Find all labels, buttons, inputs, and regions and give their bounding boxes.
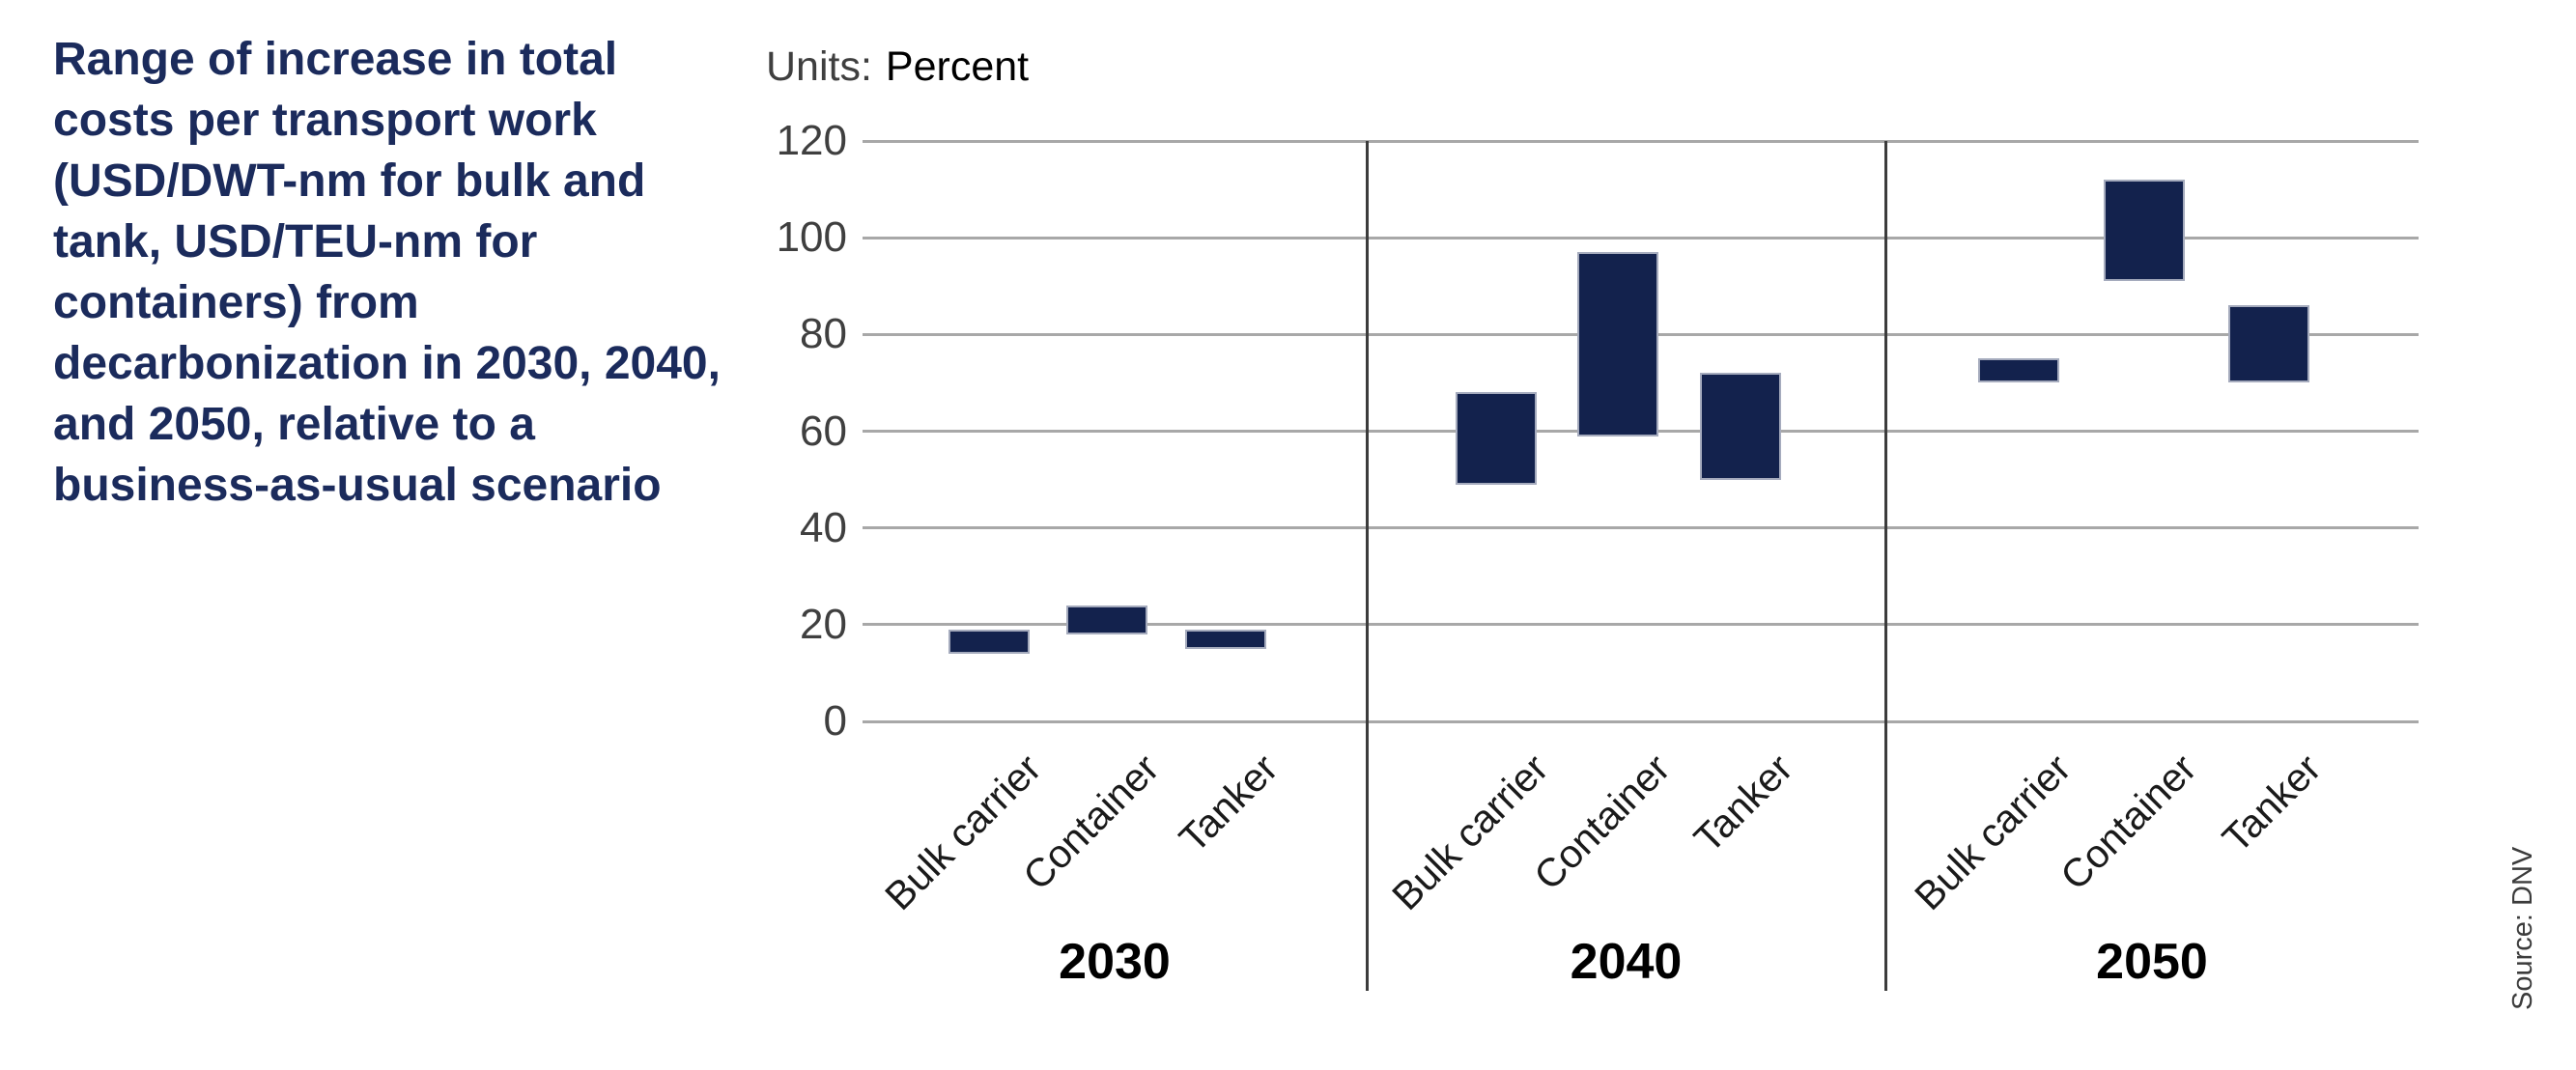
y-axis-tick-label: 60 <box>800 407 847 455</box>
range-bar-2030-tanker <box>1184 629 1266 649</box>
panel-separator <box>1365 141 1369 991</box>
group-label-2040: 2040 <box>1570 934 1683 990</box>
y-axis-tick-label: 120 <box>776 117 847 164</box>
gridline <box>863 236 2419 239</box>
chart-title: Range of increase in total costs per tra… <box>53 34 721 511</box>
units-line: Units: Percent <box>766 42 1029 91</box>
source-credit: Source: DNV <box>2507 846 2538 1010</box>
range-bar-2040-container <box>1577 252 1659 436</box>
gridline <box>863 139 2419 143</box>
units-label: Units: <box>766 43 872 90</box>
range-bar-2050-container <box>2103 180 2185 282</box>
range-bar-2040-bulk-carrier <box>1456 392 1538 485</box>
range-bar-2030-container <box>1066 605 1148 634</box>
group-label-2050: 2050 <box>2096 934 2208 990</box>
units-value: Percent <box>885 43 1030 90</box>
gridline <box>863 623 2419 627</box>
panel-separator <box>1883 141 1887 991</box>
range-bar-2040-tanker <box>1699 373 1781 480</box>
y-axis-tick-label: 40 <box>800 503 847 551</box>
y-axis-tick-label: 80 <box>800 310 847 358</box>
range-bar-2050-bulk-carrier <box>1978 358 2059 383</box>
group-label-2030: 2030 <box>1059 934 1171 990</box>
y-axis-tick-label: 20 <box>800 600 847 648</box>
y-axis-tick-label: 0 <box>823 697 847 745</box>
range-bar-2050-tanker <box>2228 305 2310 383</box>
y-axis-tick-label: 100 <box>776 213 847 262</box>
gridline <box>863 526 2419 530</box>
gridline <box>863 719 2419 723</box>
range-bar-2030-bulk-carrier <box>948 629 1030 654</box>
